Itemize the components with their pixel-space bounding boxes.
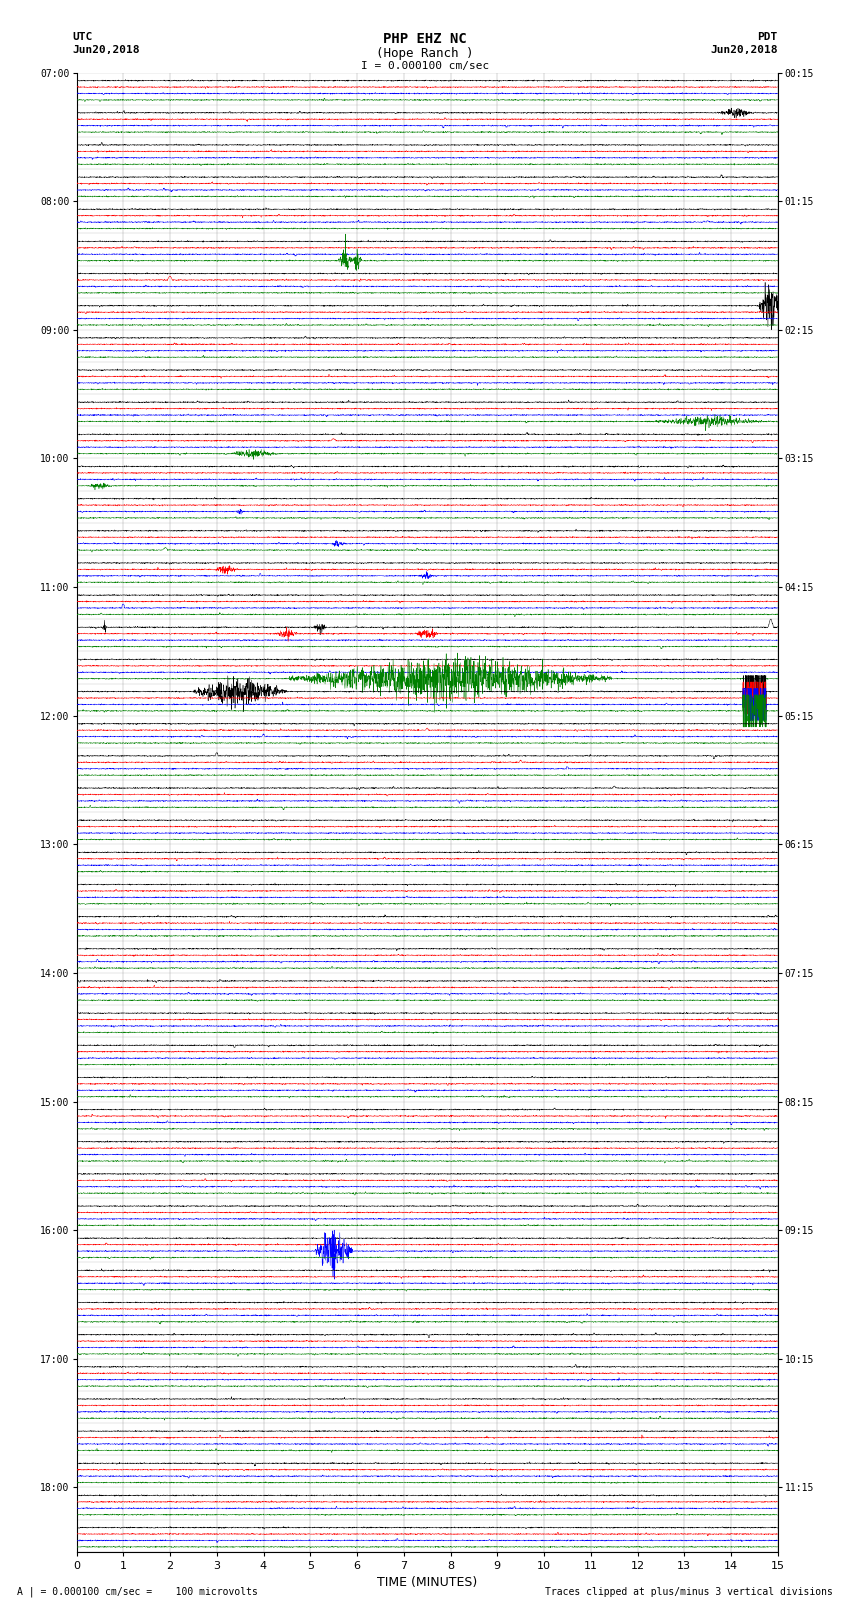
Text: A | = 0.000100 cm/sec =    100 microvolts: A | = 0.000100 cm/sec = 100 microvolts xyxy=(17,1586,258,1597)
Text: Traces clipped at plus/minus 3 vertical divisions: Traces clipped at plus/minus 3 vertical … xyxy=(545,1587,833,1597)
Text: Jun20,2018: Jun20,2018 xyxy=(711,45,778,55)
Text: PHP EHZ NC: PHP EHZ NC xyxy=(383,32,467,47)
Text: PDT: PDT xyxy=(757,32,778,42)
Text: UTC: UTC xyxy=(72,32,93,42)
Text: (Hope Ranch ): (Hope Ranch ) xyxy=(377,47,473,60)
X-axis label: TIME (MINUTES): TIME (MINUTES) xyxy=(377,1576,477,1589)
Text: I = 0.000100 cm/sec: I = 0.000100 cm/sec xyxy=(361,61,489,71)
Text: Jun20,2018: Jun20,2018 xyxy=(72,45,139,55)
